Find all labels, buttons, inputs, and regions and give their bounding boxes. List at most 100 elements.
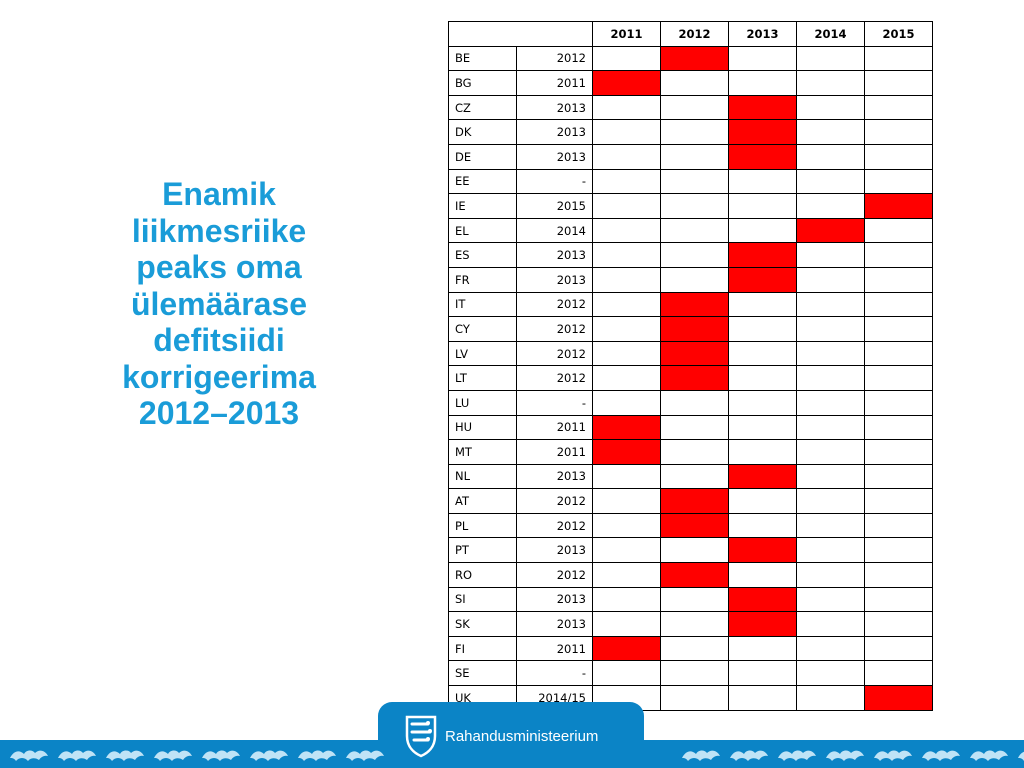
year-cell-2013 [728,45,797,72]
year-cell-2015 [864,512,933,539]
year-cell-2013 [728,586,797,613]
year-cell-2015 [864,463,933,490]
year-cell-2015 [864,365,933,391]
year-cell-2011 [592,242,661,268]
year-cell-2011 [592,365,661,391]
year-cell-2014 [796,537,865,564]
year-cell-2013 [728,291,797,318]
year-cell-2013 [728,685,797,711]
year-cell-2011 [592,193,661,219]
year-cell-2012 [660,685,729,711]
year-cell-2013 [728,193,797,219]
table-row: LV 2012 [448,340,933,367]
target-year-cell: 2013 [516,94,593,121]
year-cell-2014 [796,463,865,490]
year-cell-2013 [728,537,797,564]
year-cell-2014 [796,143,865,170]
table-row: MT 2011 [448,439,933,465]
year-cell-2012 [660,488,729,514]
year-cell-2014 [796,488,865,514]
year-cell-2011 [592,660,661,687]
lion-ornament-icon [870,745,916,765]
lion-ornament-icon [678,745,724,765]
year-cell-2012 [660,562,729,588]
year-cell-2011 [592,586,661,613]
headline: Enamik liikmesriike peaks oma ülemäärase… [122,176,316,431]
year-cell-2011 [592,389,661,416]
lion-ornament-icon [966,745,1012,765]
country-code-cell: LV [448,340,517,367]
year-header-2015: 2015 [864,21,933,47]
year-cell-2014 [796,389,865,416]
target-year-cell: 2013 [516,119,593,145]
year-cell-2014 [796,193,865,219]
year-cell-2015 [864,316,933,342]
year-cell-2015 [864,685,933,711]
year-cell-2013 [728,365,797,391]
year-cell-2013 [728,488,797,514]
year-cell-2014 [796,635,865,662]
year-cell-2014 [796,512,865,539]
table-row: CZ 2013 [448,94,933,121]
target-year-cell: - [516,168,593,195]
lion-ornament-icon [918,745,964,765]
country-code-cell: DK [448,119,517,145]
table-row: EE - [448,168,933,195]
target-year-cell: 2011 [516,414,593,441]
table-header-row: 2011 2012 2013 2014 2015 [448,21,933,47]
year-cell-2011 [592,562,661,588]
table-row: FR 2013 [448,266,933,293]
table-row: DK 2013 [448,119,933,145]
country-code-cell: FR [448,266,517,293]
year-cell-2014 [796,291,865,318]
year-cell-2014 [796,94,865,121]
year-cell-2013 [728,242,797,268]
header-blank-cell [448,21,593,47]
year-cell-2013 [728,611,797,637]
target-year-cell: 2015 [516,193,593,219]
year-cell-2011 [592,537,661,564]
target-year-cell: 2011 [516,439,593,465]
lion-ornament-icon [150,745,196,765]
lion-ornament-icon [822,745,868,765]
target-year-cell: 2011 [516,70,593,96]
target-year-cell: 2012 [516,365,593,391]
year-header-2013: 2013 [728,21,797,47]
target-year-cell: - [516,389,593,416]
country-code-cell: EE [448,168,517,195]
table-row: PT 2013 [448,537,933,564]
year-cell-2012 [660,660,729,687]
year-cell-2012 [660,217,729,244]
lion-ornament-icon [342,745,388,765]
target-year-cell: 2012 [516,488,593,514]
year-cell-2015 [864,562,933,588]
year-cell-2015 [864,439,933,465]
year-header-2011: 2011 [592,21,661,47]
lion-ornament-icon [6,745,52,765]
country-code-cell: IE [448,193,517,219]
target-year-cell: 2012 [516,562,593,588]
target-year-cell: 2012 [516,512,593,539]
country-code-cell: IT [448,291,517,318]
year-cell-2012 [660,340,729,367]
year-cell-2013 [728,562,797,588]
year-header-2014: 2014 [796,21,865,47]
country-code-cell: EL [448,217,517,244]
year-cell-2011 [592,45,661,72]
year-cell-2014 [796,70,865,96]
year-cell-2012 [660,193,729,219]
table-row: EL 2014 [448,217,933,244]
year-cell-2012 [660,168,729,195]
year-cell-2011 [592,463,661,490]
country-code-cell: BE [448,45,517,72]
deficit-correction-table: 2011 2012 2013 2014 2015 BE 2012 BG 2011 CZ 2… [448,21,933,711]
target-year-cell: 2013 [516,463,593,490]
target-year-cell: 2012 [516,316,593,342]
year-cell-2014 [796,414,865,441]
year-cell-2015 [864,45,933,72]
lion-ornament-icon [294,745,340,765]
year-cell-2011 [592,316,661,342]
year-cell-2012 [660,365,729,391]
year-cell-2011 [592,488,661,514]
country-code-cell: SI [448,586,517,613]
